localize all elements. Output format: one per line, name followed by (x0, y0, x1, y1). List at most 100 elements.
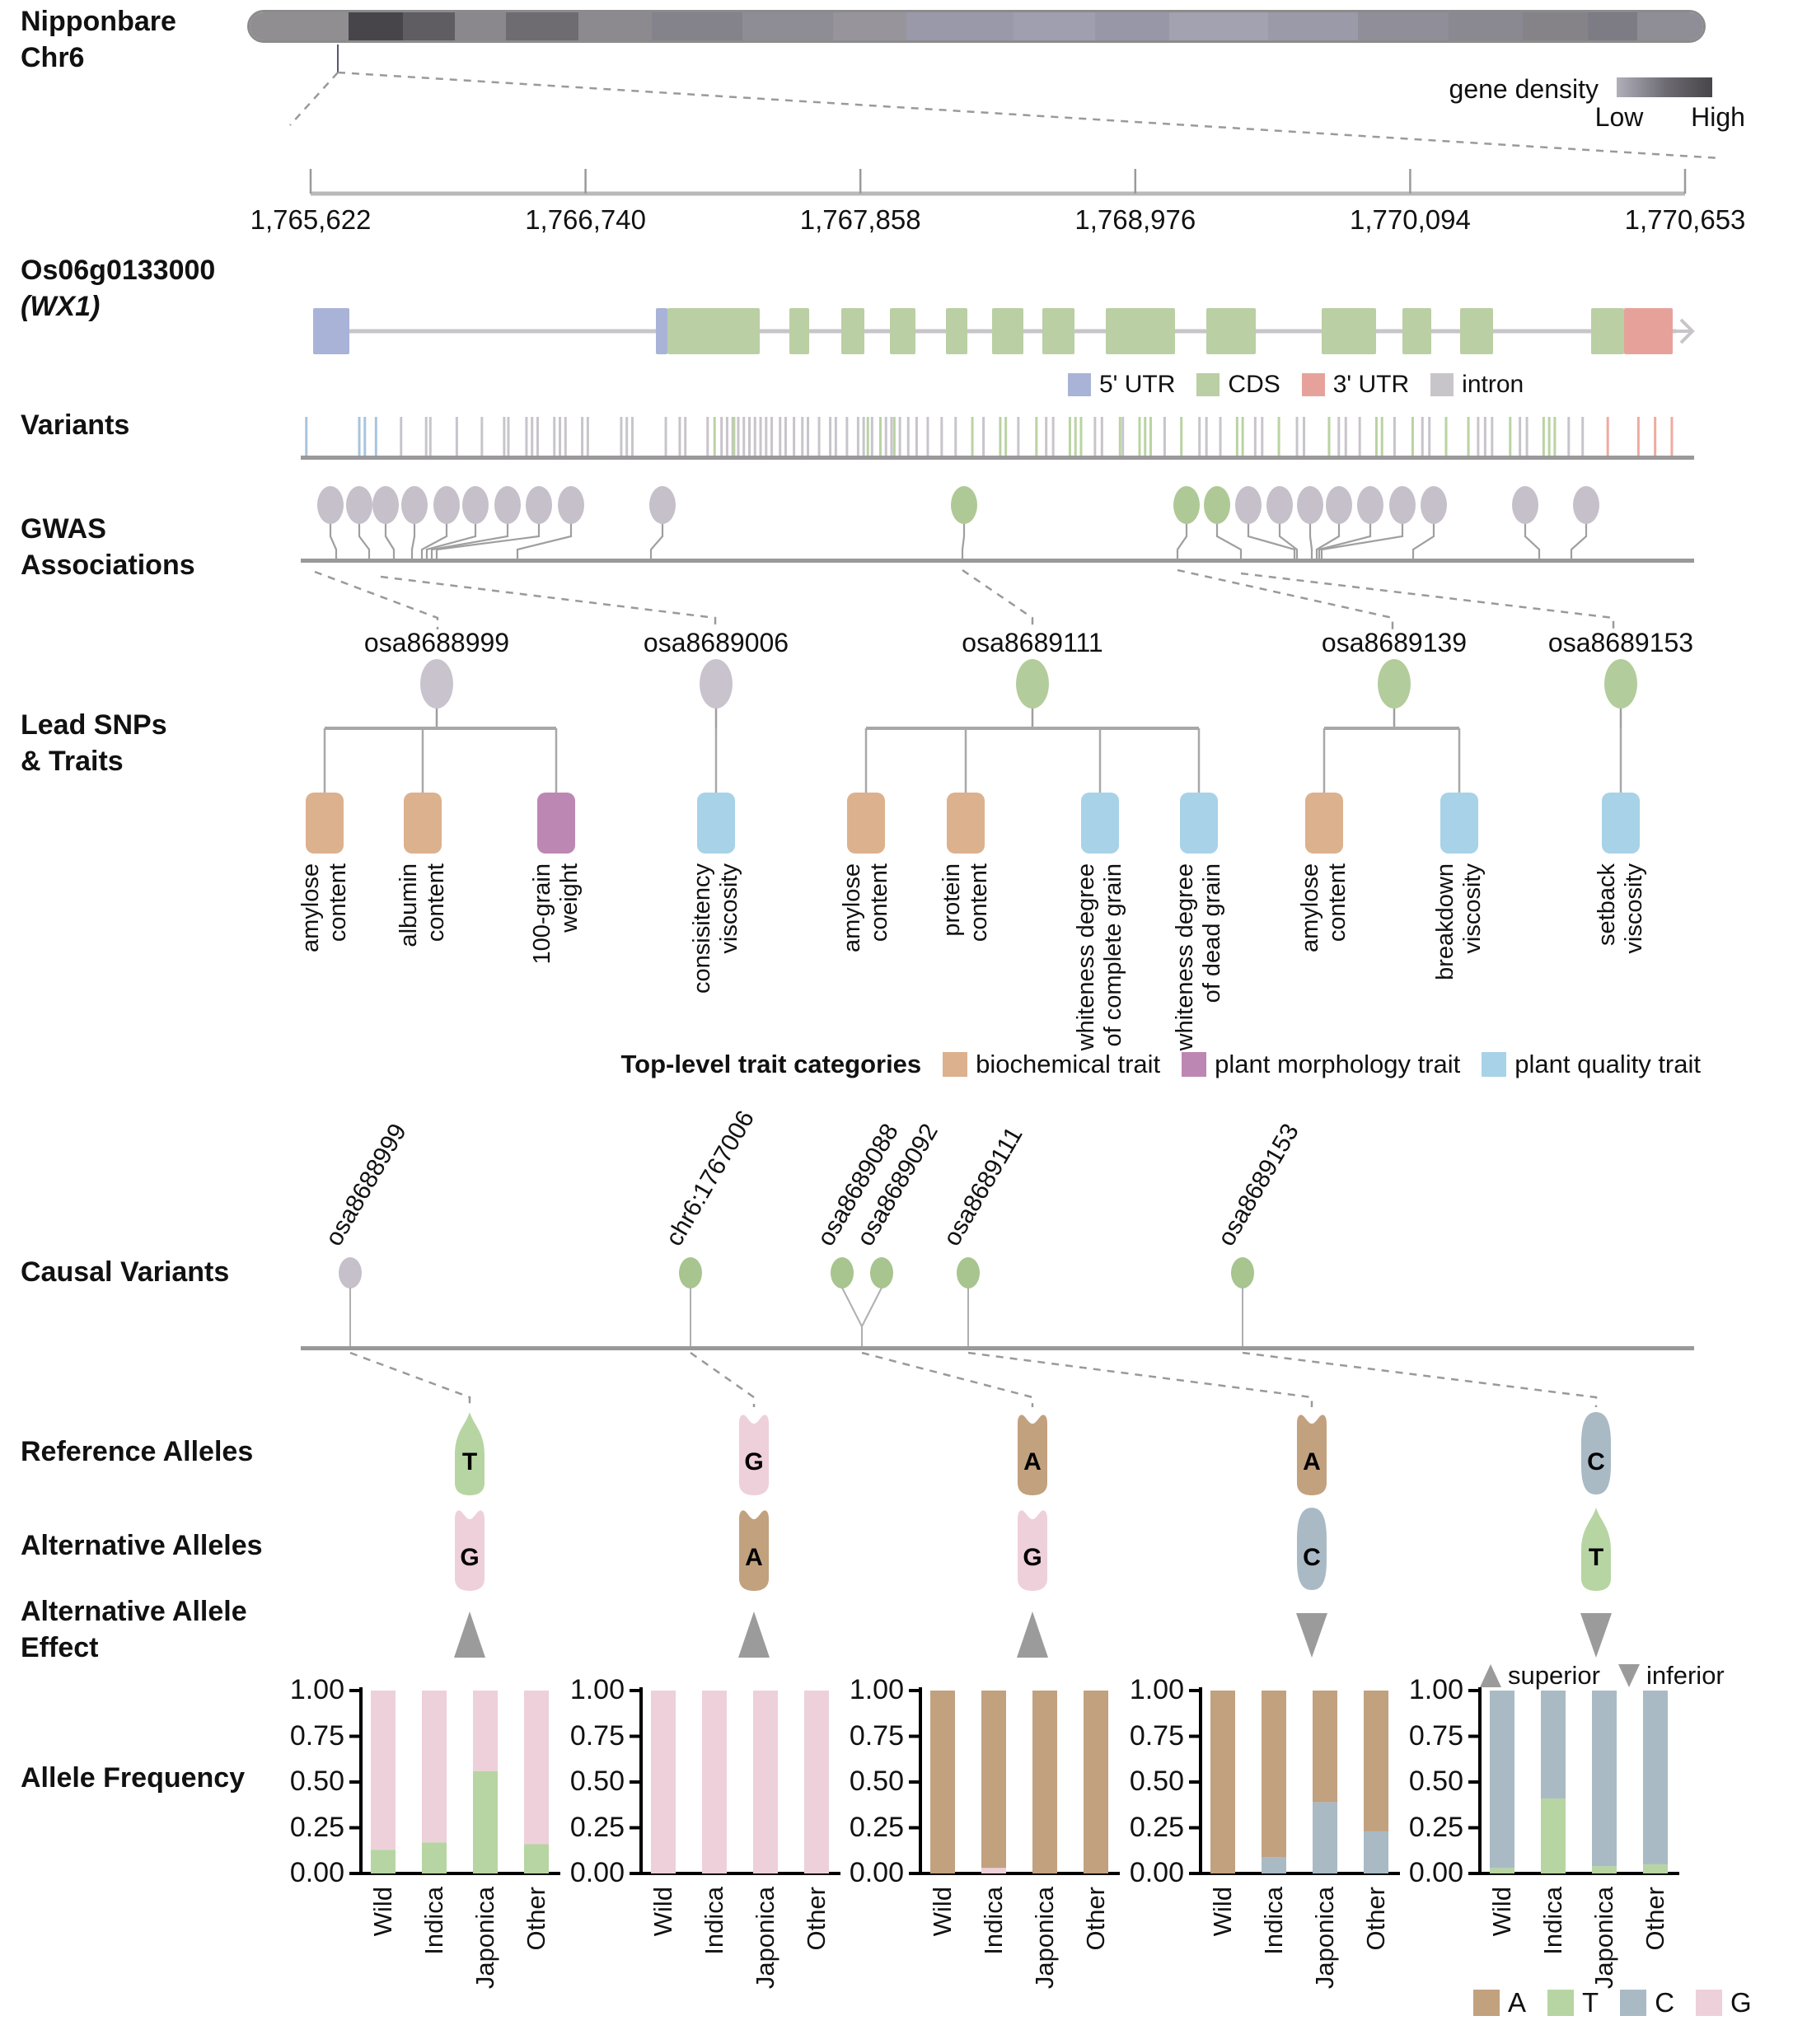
variant-tick (1519, 417, 1522, 456)
variant-tick (1079, 417, 1083, 456)
alternative-allele-letter: C (1303, 1544, 1321, 1571)
causal-baseline (301, 1346, 1694, 1350)
axis-tick-label: 1,770,653 (1624, 204, 1746, 235)
gwas-lollipop (401, 486, 428, 524)
gene-legend-swatch (1430, 373, 1454, 396)
lead-snp-circle (1378, 659, 1411, 709)
chart-y-tick-label: 0.25 (1408, 1811, 1463, 1843)
effect-label-line1: Alternative Allele (21, 1596, 247, 1627)
axis-tick-label: 1,765,622 (250, 204, 372, 235)
variant-tick (1163, 417, 1166, 456)
lead-snp-id: osa8689111 (962, 628, 1103, 657)
variant-tick (725, 417, 728, 456)
gene-legend-swatch (1301, 373, 1325, 396)
gwas-lollipop (317, 486, 344, 524)
gwas-lollipop-stem (1318, 522, 1372, 560)
variant-tick (1235, 417, 1238, 456)
freq-bar-segment-G (651, 1691, 676, 1873)
gene-cd-box (841, 308, 864, 354)
variant-tick (999, 417, 1002, 456)
gwas-lollipop (1297, 486, 1323, 524)
trait-legend-label: biochemical trait (976, 1050, 1161, 1078)
variant-tick (1509, 417, 1512, 456)
gwas-label-connector (1177, 568, 1394, 629)
variant-tick (400, 417, 403, 456)
variant-tick (926, 417, 929, 456)
ideogram-band (250, 12, 349, 40)
gwas-lollipop (1173, 486, 1200, 524)
variant-tick (742, 417, 746, 456)
variant-tick (358, 417, 361, 456)
gene-legend-swatch (1196, 373, 1220, 396)
gene-legend-label: CDS (1228, 371, 1280, 398)
variant-tick (553, 417, 556, 456)
freq-bar-segment-G (753, 1691, 778, 1873)
alternative-allele-letter: T (1589, 1544, 1603, 1571)
alternative-allele-letter: G (1023, 1544, 1042, 1571)
variant-tick (1035, 417, 1038, 456)
effect-superior-triangle (738, 1611, 770, 1658)
variant-tick (971, 417, 974, 456)
variant-tick (1411, 417, 1414, 456)
gwas-lollipop-stem (329, 522, 338, 560)
allele-legend-swatch (1547, 1990, 1575, 2016)
ideogram-band (1637, 12, 1703, 40)
variant-tick (1261, 417, 1264, 456)
inferior-triangle-icon (1618, 1664, 1640, 1687)
trait-name-label: amylose content (1297, 863, 1351, 952)
causal-variant-circle (1231, 1257, 1254, 1289)
chart-y-tick-label: 1.00 (1129, 1674, 1184, 1705)
chart-category-label: Other (1361, 1887, 1390, 1951)
trait-box (947, 793, 985, 854)
causal-variant-circle (339, 1257, 362, 1289)
chart-y-tick-label: 0.00 (569, 1857, 625, 1888)
ideogram-band (578, 12, 653, 40)
freq-bar-segment-A (1313, 1691, 1337, 1803)
gwas-lollipop-stem (430, 522, 509, 560)
variant-tick (801, 417, 804, 456)
trait-box (697, 793, 735, 854)
variant-tick (915, 417, 918, 456)
trait-category-legend: Top-level trait categories biochemical tr… (621, 1050, 1701, 1079)
variant-tick (748, 417, 751, 456)
allele-legend-swatch (1620, 1990, 1647, 2016)
variant-tick (940, 417, 943, 456)
causal-variant-circle (870, 1257, 893, 1289)
zoom-dash-left (289, 72, 339, 126)
variant-tick (305, 417, 308, 456)
gwas-lollipop-stem (1278, 522, 1299, 560)
variants-baseline (301, 456, 1694, 460)
axis-tick-label: 1,770,094 (1349, 204, 1471, 235)
trait-name-label: whiteness degree of dead grain (1172, 863, 1225, 1051)
axis-tick-label: 1,766,740 (525, 204, 646, 235)
gwas-lollipop-stem (1247, 522, 1296, 560)
variant-tick (1051, 417, 1055, 456)
lead-snps-row-label-line2: & Traits (21, 746, 124, 777)
gwas-label-connector (1240, 572, 1615, 629)
variant-tick (1380, 417, 1383, 456)
axis-tick-label: 1,768,976 (1074, 204, 1196, 235)
gwas-lollipop-stem (1308, 522, 1313, 560)
variant-tick (892, 417, 896, 456)
variant-tick (1553, 417, 1557, 456)
variant-tick (793, 417, 796, 456)
variant-tick (982, 417, 985, 456)
chart-category-label: Wild (928, 1887, 957, 1937)
gwas-lollipop (1389, 486, 1416, 524)
chart-y-tick-label: 0.75 (1129, 1719, 1184, 1752)
variant-tick (536, 417, 539, 456)
superior-triangle-icon (1480, 1664, 1501, 1687)
variant-tick (1074, 417, 1077, 456)
gwas-lollipop (433, 486, 460, 524)
gwas-lollipop-stem (1320, 522, 1404, 560)
gwas-lollipop (1573, 486, 1599, 524)
variant-tick (1004, 417, 1008, 456)
allele-legend-item: T (1547, 1987, 1599, 2018)
variant-tick (834, 417, 837, 456)
chart-y-tick-label: 1.00 (1408, 1674, 1463, 1705)
trait-legend-label: plant quality trait (1514, 1050, 1701, 1078)
variant-tick (845, 417, 849, 456)
trait-box (1081, 793, 1119, 854)
variant-tick (770, 417, 774, 456)
